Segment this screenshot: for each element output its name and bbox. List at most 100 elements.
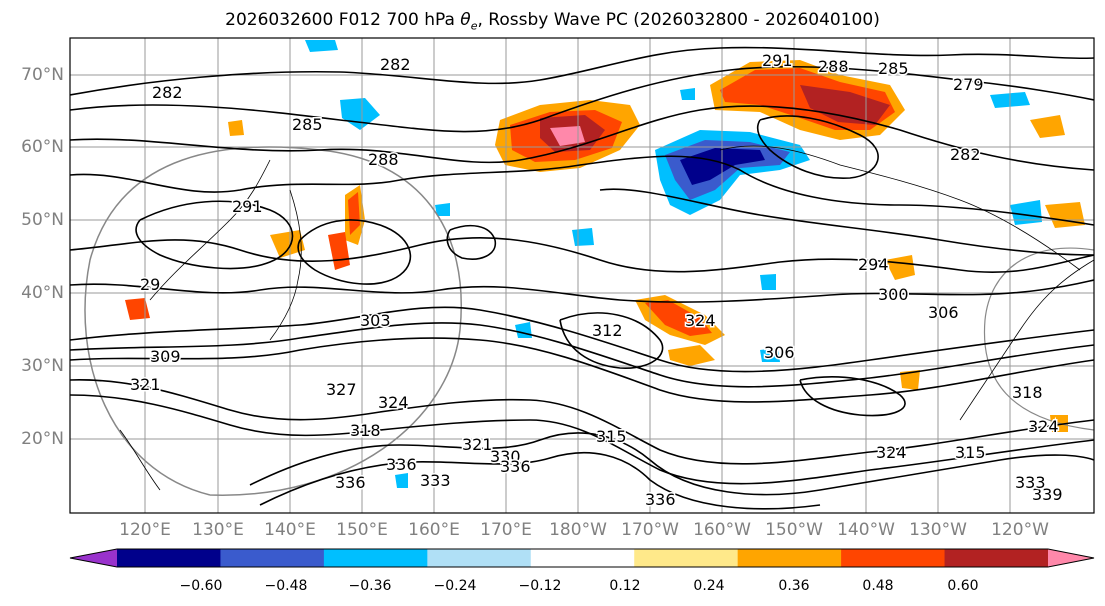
negative-anomaly xyxy=(435,203,450,216)
lon-label: 160°W xyxy=(693,520,751,540)
positive-anomaly xyxy=(668,345,715,366)
coastlines xyxy=(119,145,1094,491)
lat-label: 60°N xyxy=(21,137,64,157)
contour-label: 336 xyxy=(335,473,366,492)
theta-e-contours xyxy=(70,46,1094,510)
colorbar-tick-label: −0.60 xyxy=(179,578,223,594)
lon-label: 140°W xyxy=(837,520,895,540)
lon-label: 160°E xyxy=(408,520,460,540)
positive-anomaly xyxy=(270,230,305,258)
negative-anomaly xyxy=(1010,200,1042,225)
negative-anomaly xyxy=(572,228,594,246)
contour-label: 303 xyxy=(360,311,391,330)
colorbar-segment xyxy=(220,549,325,567)
positive-anomaly xyxy=(800,85,890,125)
positive-anomaly xyxy=(550,126,585,146)
contour-label: 288 xyxy=(818,57,849,76)
negative-anomaly xyxy=(760,274,776,290)
contour-label: 285 xyxy=(292,115,323,134)
lat-label: 20°N xyxy=(21,429,64,449)
contour-label: 324 xyxy=(876,443,907,462)
colorbar-segment xyxy=(427,549,532,567)
lat-label: 40°N xyxy=(21,283,64,303)
contour-label: 336 xyxy=(645,490,676,509)
lon-label: 130°E xyxy=(192,520,244,540)
lon-label: 120°W xyxy=(991,520,1049,540)
lon-label: 140°E xyxy=(264,520,316,540)
lon-label: 150°W xyxy=(765,520,823,540)
contour-label: 321 xyxy=(462,435,493,454)
contour-label: 282 xyxy=(950,145,981,164)
contour-label: 291 xyxy=(762,51,793,70)
lon-label: 170°E xyxy=(480,520,532,540)
colorbar-segment xyxy=(117,549,221,567)
colorbar-tick-label: −0.12 xyxy=(518,578,562,594)
contour-label: 318 xyxy=(350,421,381,440)
contour-labels: 291 288 285 279 282 285 282 282 288 291 … xyxy=(129,50,1065,511)
lon-label: 180°W xyxy=(549,520,607,540)
contour-label: 321 xyxy=(130,375,161,394)
colorbar-tick-label: 0.48 xyxy=(862,578,894,594)
colorbar xyxy=(69,548,1095,568)
contour-label: 339 xyxy=(1032,485,1063,504)
colorbar-tick-label: −0.48 xyxy=(264,578,308,594)
colorbar-tick-label: −0.36 xyxy=(348,578,392,594)
contour-label: 333 xyxy=(420,471,451,490)
lon-label: 170°W xyxy=(621,520,679,540)
contour-label: 315 xyxy=(596,427,627,446)
lon-label: 150°E xyxy=(336,520,388,540)
contour-label: 324 xyxy=(685,311,716,330)
contour-label: 282 xyxy=(152,83,183,102)
contour-label: 306 xyxy=(764,343,795,362)
positive-anomaly xyxy=(1045,202,1085,228)
negative-anomaly xyxy=(340,98,380,130)
negative-anomaly xyxy=(515,322,532,338)
lon-label: 120°E xyxy=(119,520,171,540)
colorbar-segment xyxy=(944,549,1049,567)
colorbar-extend-min xyxy=(70,549,117,567)
map-panel: 291 288 285 279 282 285 282 282 288 291 … xyxy=(70,38,1094,513)
graticule xyxy=(70,38,1094,513)
contour-label: 29 xyxy=(140,275,160,294)
colorbar-segment xyxy=(530,549,635,567)
great-circle xyxy=(983,247,1094,431)
map-frame xyxy=(69,37,1095,514)
colorbar-tick-label: 0.36 xyxy=(778,578,810,594)
colorbar-tick-label: −0.24 xyxy=(433,578,477,594)
colorbar-tick-label: 0.24 xyxy=(693,578,725,594)
positive-anomaly xyxy=(885,255,915,280)
contour-label: 309 xyxy=(150,347,181,366)
colorbar-segment xyxy=(323,549,428,567)
positive-anomaly xyxy=(125,298,150,320)
lat-label: 50°N xyxy=(21,210,64,230)
lon-label: 130°W xyxy=(909,520,967,540)
lat-label: 70°N xyxy=(21,65,64,85)
positive-anomaly xyxy=(645,300,712,336)
negative-anomaly xyxy=(395,473,408,488)
lat-label: 30°N xyxy=(21,356,64,376)
negative-anomaly xyxy=(305,40,338,52)
contour-label: 288 xyxy=(368,150,399,169)
colorbar-segment xyxy=(841,549,946,567)
contour-label: 333 xyxy=(1015,473,1046,492)
map-title: 2026032600 F012 700 hPa θe, Rossby Wave … xyxy=(225,10,880,33)
contour-label: 312 xyxy=(592,321,623,340)
contour-label: 279 xyxy=(953,75,984,94)
contour-label: 285 xyxy=(878,59,909,78)
positive-anomaly xyxy=(1030,115,1065,138)
contour-label: 315 xyxy=(955,443,986,462)
contour-label: 306 xyxy=(928,303,959,322)
negative-anomaly xyxy=(760,348,780,362)
contour-label: 300 xyxy=(878,285,909,304)
contour-label: 330 xyxy=(490,447,521,466)
positive-anomaly xyxy=(900,370,920,390)
colorbar-segment xyxy=(737,549,842,567)
contour-label: 327 xyxy=(326,380,357,399)
contour-label: 336 xyxy=(386,455,417,474)
contour-label: 324 xyxy=(1028,417,1059,436)
negative-anomaly xyxy=(680,88,695,100)
colorbar-tick-label: 0.60 xyxy=(947,578,979,594)
anomaly-fills xyxy=(125,40,1085,488)
positive-anomaly xyxy=(348,192,360,235)
